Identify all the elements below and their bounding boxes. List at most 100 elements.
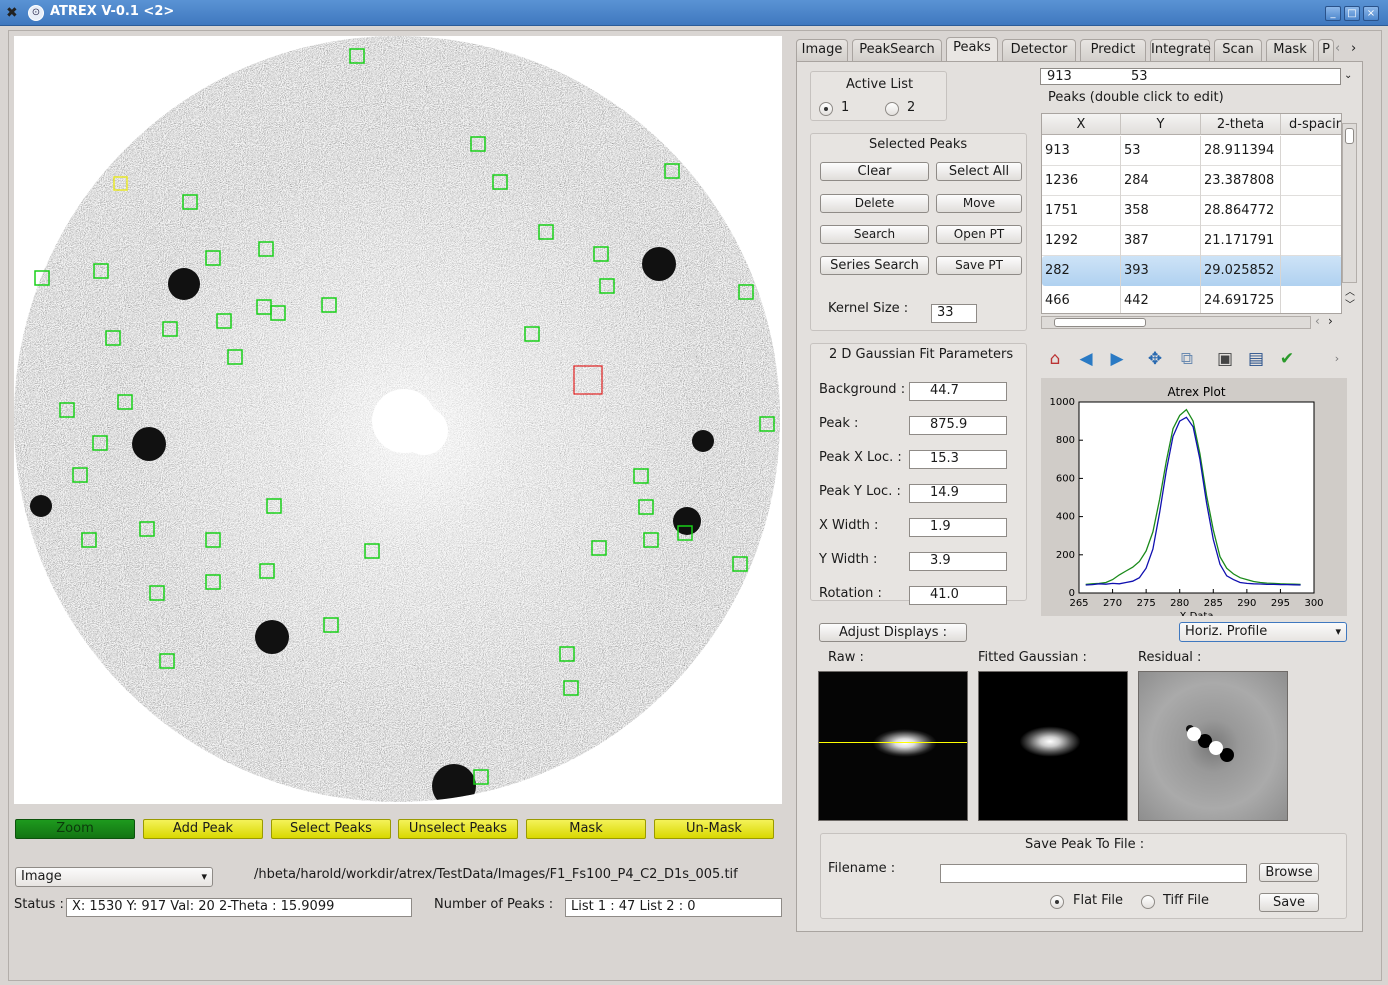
peak-marker[interactable] bbox=[664, 163, 680, 179]
tab-scan[interactable]: Scan bbox=[1214, 39, 1262, 61]
tab-peaksearch[interactable]: PeakSearch bbox=[852, 39, 942, 61]
col-dspacing-header[interactable]: d-spacin bbox=[1281, 114, 1341, 135]
peak-marker[interactable] bbox=[591, 540, 607, 556]
diffraction-image[interactable] bbox=[14, 36, 782, 804]
table-row[interactable]: 1292 387 21.171791 bbox=[1042, 226, 1341, 256]
table-vscroll-thumb[interactable] bbox=[1345, 128, 1354, 144]
col-y-header[interactable]: Y bbox=[1121, 114, 1201, 135]
peak-marker[interactable] bbox=[117, 394, 133, 410]
forward-icon[interactable]: ▶ bbox=[1110, 349, 1124, 369]
peak-marker[interactable] bbox=[563, 680, 579, 696]
peak-marker[interactable] bbox=[349, 48, 365, 64]
table-hscroll-thumb[interactable] bbox=[1054, 318, 1146, 327]
open-pt-button[interactable]: Open PT bbox=[936, 225, 1022, 244]
flat-file-radio[interactable] bbox=[1050, 895, 1064, 909]
adjust-displays-button[interactable]: Adjust Displays : bbox=[819, 623, 967, 642]
table-row[interactable]: 282 393 29.025852 bbox=[1042, 256, 1341, 286]
image-canvas[interactable] bbox=[14, 36, 782, 804]
move-button[interactable]: Move bbox=[936, 194, 1022, 213]
check-icon[interactable]: ✔ bbox=[1279, 349, 1295, 369]
active-peak-marker[interactable] bbox=[113, 176, 128, 191]
edit-dropdown-icon[interactable]: ⌄ bbox=[1344, 70, 1353, 81]
peak-marker[interactable] bbox=[59, 402, 75, 418]
table-row[interactable]: 1751 358 28.864772 bbox=[1042, 196, 1341, 226]
pan-icon[interactable]: ✥ bbox=[1147, 349, 1163, 369]
peak-marker[interactable] bbox=[34, 270, 50, 286]
param-input[interactable]: 15.3 bbox=[909, 450, 1007, 469]
peak-marker[interactable] bbox=[732, 556, 748, 572]
peak-marker[interactable] bbox=[266, 498, 282, 514]
peak-marker[interactable] bbox=[205, 532, 221, 548]
peak-marker[interactable] bbox=[473, 769, 489, 785]
close-button[interactable]: × bbox=[1363, 6, 1379, 21]
list2-radio[interactable] bbox=[885, 102, 899, 116]
tab-scroll-left-icon[interactable]: ‹ bbox=[1335, 41, 1341, 56]
tab-scroll-right-icon[interactable]: › bbox=[1351, 41, 1357, 56]
param-input[interactable]: 41.0 bbox=[909, 586, 1007, 605]
peak-marker[interactable] bbox=[364, 543, 380, 559]
pin-icon[interactable]: ⊙ bbox=[28, 5, 44, 21]
peak-marker[interactable] bbox=[323, 617, 339, 633]
peak-marker[interactable] bbox=[93, 263, 109, 279]
peak-marker[interactable] bbox=[538, 224, 554, 240]
series-search-button[interactable]: Series Search bbox=[820, 256, 929, 275]
minimize-button[interactable]: _ bbox=[1325, 6, 1341, 21]
peak-marker[interactable] bbox=[593, 246, 609, 262]
peak-marker[interactable] bbox=[492, 174, 508, 190]
peak-marker[interactable] bbox=[259, 563, 275, 579]
peaks-table[interactable]: X Y 2-theta d-spacin 913 53 28.911394 1236 2… bbox=[1041, 113, 1342, 314]
tab-more[interactable]: P bbox=[1318, 39, 1334, 61]
peak-marker[interactable] bbox=[205, 250, 221, 266]
peak-marker[interactable] bbox=[677, 525, 693, 541]
table-row[interactable]: 913 53 28.911394 bbox=[1042, 136, 1341, 166]
configure-icon[interactable]: ▣ bbox=[1216, 349, 1234, 369]
select-all-button[interactable]: Select All bbox=[936, 162, 1022, 181]
add-peak-button[interactable]: Add Peak bbox=[143, 819, 263, 839]
peak-marker[interactable] bbox=[227, 349, 243, 365]
table-row[interactable]: 466 442 24.691725 bbox=[1042, 286, 1341, 313]
unmask-button[interactable]: Un-Mask bbox=[654, 819, 774, 839]
param-input[interactable]: 875.9 bbox=[909, 416, 1007, 435]
peak-marker[interactable] bbox=[149, 585, 165, 601]
param-input[interactable]: 14.9 bbox=[909, 484, 1007, 503]
clear-button[interactable]: Clear bbox=[820, 162, 929, 181]
delete-button[interactable]: Delete bbox=[820, 194, 929, 213]
peak-marker[interactable] bbox=[216, 313, 232, 329]
peak-marker[interactable] bbox=[524, 326, 540, 342]
peak-marker[interactable] bbox=[258, 241, 274, 257]
kernel-size-input[interactable]: 33 bbox=[931, 304, 977, 323]
zoom-button[interactable]: Zoom bbox=[15, 819, 135, 839]
tiff-file-radio[interactable] bbox=[1141, 895, 1155, 909]
display-select[interactable]: Image ▾ bbox=[15, 867, 213, 887]
hscroll-left-icon[interactable]: ‹ bbox=[1315, 314, 1320, 328]
peak-marker[interactable] bbox=[159, 653, 175, 669]
tab-mask[interactable]: Mask bbox=[1266, 39, 1314, 61]
profile-plot-svg[interactable]: Atrex Plot 265 270 275 280 285 290 295 300 0 200 40… bbox=[1041, 378, 1347, 622]
peak-marker[interactable] bbox=[559, 646, 575, 662]
peak-marker[interactable] bbox=[321, 297, 337, 313]
filename-input[interactable] bbox=[940, 864, 1247, 883]
peak-marker[interactable] bbox=[105, 330, 121, 346]
app-icon[interactable]: ✖ bbox=[6, 5, 18, 21]
peak-marker[interactable] bbox=[270, 305, 286, 321]
param-input[interactable]: 3.9 bbox=[909, 552, 1007, 571]
scroll-down-icon[interactable]: ﹀ bbox=[1345, 300, 1355, 311]
peak-edit-input[interactable]: 913 53 bbox=[1040, 68, 1341, 85]
peak-markers[interactable] bbox=[34, 48, 775, 785]
peak-marker[interactable] bbox=[81, 532, 97, 548]
peak-marker[interactable] bbox=[738, 284, 754, 300]
unselect-peaks-button[interactable]: Unselect Peaks bbox=[398, 819, 518, 839]
table-hscroll[interactable] bbox=[1041, 316, 1311, 329]
table-row[interactable]: 1236 284 23.387808 bbox=[1042, 166, 1341, 196]
tab-detector[interactable]: Detector bbox=[1002, 39, 1076, 61]
peak-marker[interactable] bbox=[72, 467, 88, 483]
peak-marker[interactable] bbox=[633, 468, 649, 484]
profile-select[interactable]: Horiz. Profile ▾ bbox=[1179, 622, 1347, 642]
list1-radio[interactable] bbox=[819, 102, 833, 116]
maximize-button[interactable]: □ bbox=[1344, 6, 1360, 21]
peak-marker[interactable] bbox=[599, 278, 615, 294]
profile-plot[interactable]: Atrex Plot 265 270 275 280 285 290 295 300 0 200 40… bbox=[1041, 378, 1347, 622]
col-2theta-header[interactable]: 2-theta bbox=[1201, 114, 1281, 135]
peak-marker[interactable] bbox=[643, 532, 659, 548]
zoom-icon[interactable]: ⧉ bbox=[1180, 349, 1194, 369]
